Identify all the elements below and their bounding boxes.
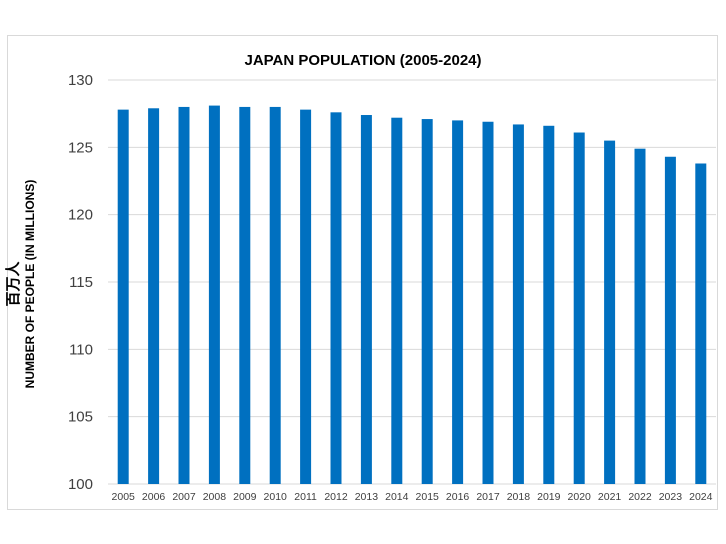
- x-tick-label: 2013: [355, 491, 379, 503]
- x-tick-label: 2012: [324, 491, 348, 503]
- x-tick-labels: 2005 2006 2007 2008 2009 2010 2011 2012 2013 2014…: [112, 491, 713, 503]
- y-tick-label: 105: [68, 409, 93, 426]
- bar-2015: [421, 119, 433, 484]
- bar-2016: [452, 120, 464, 485]
- bar-2022: [634, 148, 646, 484]
- y-tick-labels: 100 105 110 115 120 125 130: [68, 72, 93, 493]
- x-tick-label: 2007: [172, 491, 196, 503]
- x-tick-label: 2023: [659, 491, 683, 503]
- bar-2013: [360, 115, 372, 484]
- x-tick-label: 2011: [294, 491, 317, 503]
- x-tick-label: 2010: [264, 491, 288, 503]
- x-tick-label: 2019: [537, 491, 561, 503]
- chart-title: JAPAN POPULATION (2005-2024): [244, 52, 482, 69]
- bar-2010: [269, 106, 281, 484]
- x-tick-label: 2014: [385, 491, 409, 503]
- y-tick-label: 130: [68, 72, 93, 89]
- bar-2005: [117, 109, 129, 485]
- y-tick-label: 120: [68, 207, 93, 224]
- bar-2024: [695, 163, 707, 484]
- bar-2020: [573, 132, 585, 484]
- bar-2017: [482, 121, 494, 484]
- bar-2014: [391, 117, 403, 484]
- x-tick-label: 2015: [416, 491, 440, 503]
- x-tick-label: 2008: [203, 491, 227, 503]
- x-tick-label: 2006: [142, 491, 166, 503]
- y-tick-label: 125: [68, 139, 93, 156]
- bar-2006: [148, 108, 160, 484]
- x-tick-label: 2009: [233, 491, 257, 503]
- x-tick-label: 2022: [628, 491, 652, 503]
- x-tick-label: 2024: [689, 491, 713, 503]
- x-tick-label: 2016: [446, 491, 470, 503]
- x-tick-label: 2020: [568, 491, 592, 503]
- bar-2008: [208, 105, 220, 484]
- y-tick-label: 115: [69, 274, 93, 291]
- bar-2018: [512, 124, 524, 484]
- bars: [117, 105, 707, 485]
- bar-2009: [239, 106, 251, 484]
- bar-2023: [664, 156, 676, 484]
- x-tick-label: 2005: [112, 491, 136, 503]
- bar-2019: [543, 125, 555, 484]
- bar-2012: [330, 112, 342, 484]
- y-tick-label: 100: [68, 476, 93, 493]
- x-tick-label: 2018: [507, 491, 531, 503]
- bar-2011: [300, 109, 312, 485]
- gridlines: [108, 79, 716, 485]
- x-tick-label: 2017: [476, 491, 500, 503]
- y-tick-label: 110: [69, 341, 93, 358]
- bar-2007: [178, 106, 190, 484]
- bar-2021: [604, 140, 616, 484]
- x-tick-label: 2021: [598, 491, 622, 503]
